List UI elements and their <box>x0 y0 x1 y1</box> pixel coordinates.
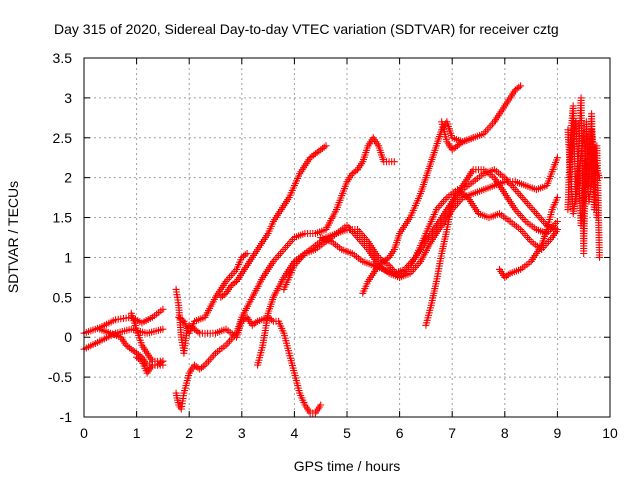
data-point-markers <box>496 194 561 281</box>
y-tick-label: 2 <box>64 170 72 186</box>
x-tick-label: 2 <box>185 425 193 441</box>
y-tick-label: 1.5 <box>53 210 73 226</box>
x-tick-label: 10 <box>602 425 618 441</box>
x-tick-label: 5 <box>343 425 351 441</box>
data-series-6 <box>172 134 398 413</box>
y-tick-label: 3 <box>64 90 72 106</box>
x-tick-label: 8 <box>501 425 509 441</box>
x-axis-label: GPS time / hours <box>294 458 401 474</box>
x-tick-label: 0 <box>80 425 88 441</box>
y-tick-label: 2.5 <box>53 130 73 146</box>
y-axis-label: SDTVAR / TECUs <box>5 181 21 293</box>
data-series-7 <box>175 250 251 337</box>
data-point-markers <box>175 250 251 337</box>
data-series-3 <box>133 353 167 377</box>
y-tick-label: 0 <box>64 329 72 345</box>
data-series-18 <box>567 118 601 229</box>
data-point-markers <box>317 186 561 277</box>
y-tick-label: 0.5 <box>53 289 73 305</box>
y-tick-label: -0.5 <box>48 369 72 385</box>
data-point-markers <box>359 82 525 297</box>
data-point-markers <box>172 134 398 413</box>
data-point-markers <box>127 309 167 365</box>
chart-title: Day 315 of 2020, Sidereal Day-to-day VTE… <box>54 21 559 37</box>
data-series-8 <box>217 142 330 301</box>
data-series-13 <box>422 166 561 329</box>
x-tick-label: 4 <box>291 425 299 441</box>
data-series-12 <box>359 82 525 297</box>
y-tick-label: 3.5 <box>53 50 73 66</box>
data-point-markers <box>133 353 167 377</box>
data-series-11 <box>317 186 561 277</box>
data-point-markers <box>438 118 477 154</box>
data-series-4 <box>127 309 167 365</box>
data-point-markers <box>567 118 601 229</box>
x-tick-label: 1 <box>133 425 141 441</box>
x-tick-label: 3 <box>238 425 246 441</box>
data-point-markers <box>217 142 330 301</box>
data-point-markers <box>422 166 561 329</box>
data-series-15 <box>496 194 561 281</box>
y-tick-label: 1 <box>64 249 72 265</box>
data-series-14 <box>438 118 477 154</box>
x-tick-label: 7 <box>448 425 456 441</box>
x-tick-label: 6 <box>396 425 404 441</box>
y-tick-label: -1 <box>60 409 73 425</box>
data-series <box>80 82 603 417</box>
x-tick-label: 9 <box>554 425 562 441</box>
axis-ticks: 0 1 2 3 4 5 6 7 8 9 10 -1 -0.5 0 0.5 1 1.5 2 2.5 3 3.5 <box>48 50 618 441</box>
